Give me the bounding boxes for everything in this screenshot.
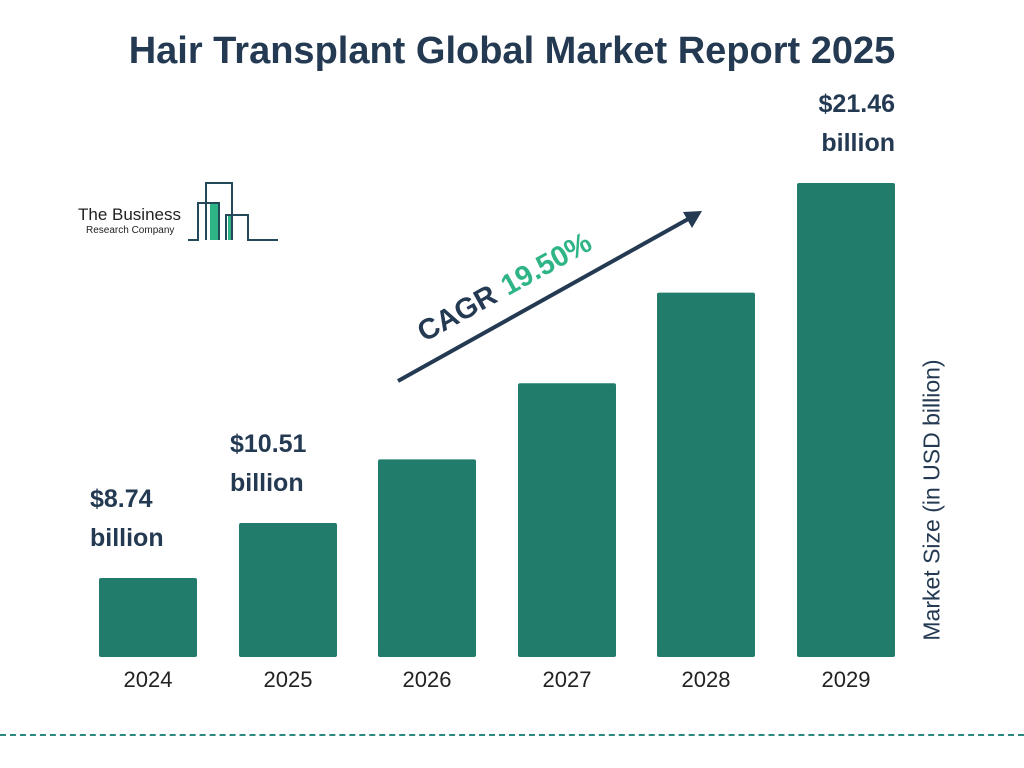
data-label-unit: billion	[821, 129, 895, 157]
bar-2024	[99, 578, 197, 657]
x-tick-label: 2028	[682, 667, 731, 692]
data-label-value: $10.51	[230, 430, 307, 459]
footer-divider	[0, 734, 1024, 736]
data-label-unit: billion	[230, 469, 304, 498]
x-tick-label: 2024	[124, 667, 173, 692]
bar-2026	[378, 459, 476, 657]
bar-2029	[797, 183, 895, 657]
cagr-arrow	[397, 211, 702, 383]
y-axis-label: Market Size (in USD billion)	[918, 359, 945, 641]
company-logo: The Business Research Company	[78, 180, 288, 245]
bar-2025	[239, 523, 337, 657]
x-tick-label: 2026	[403, 667, 452, 692]
data-label-value: $21.46	[818, 90, 895, 118]
data-label-unit: billion	[90, 524, 164, 552]
data-label: $8.74 billion	[90, 480, 164, 558]
data-label-value: $8.74	[90, 485, 153, 513]
bar-2027	[518, 383, 616, 657]
data-label: $10.51 billion	[230, 425, 306, 503]
x-tick-label: 2029	[822, 667, 871, 692]
x-tick-label: 2025	[264, 667, 313, 692]
x-tick-label: 2027	[543, 667, 592, 692]
chart-title: Hair Transplant Global Market Report 202…	[128, 30, 896, 72]
logo-text-line1: The Business	[78, 205, 181, 224]
logo-text-line2: Research Company	[86, 225, 175, 236]
logo-buildings-icon	[188, 182, 278, 241]
data-label: $21.46 billion	[819, 85, 895, 163]
bar-2028	[657, 292, 755, 657]
